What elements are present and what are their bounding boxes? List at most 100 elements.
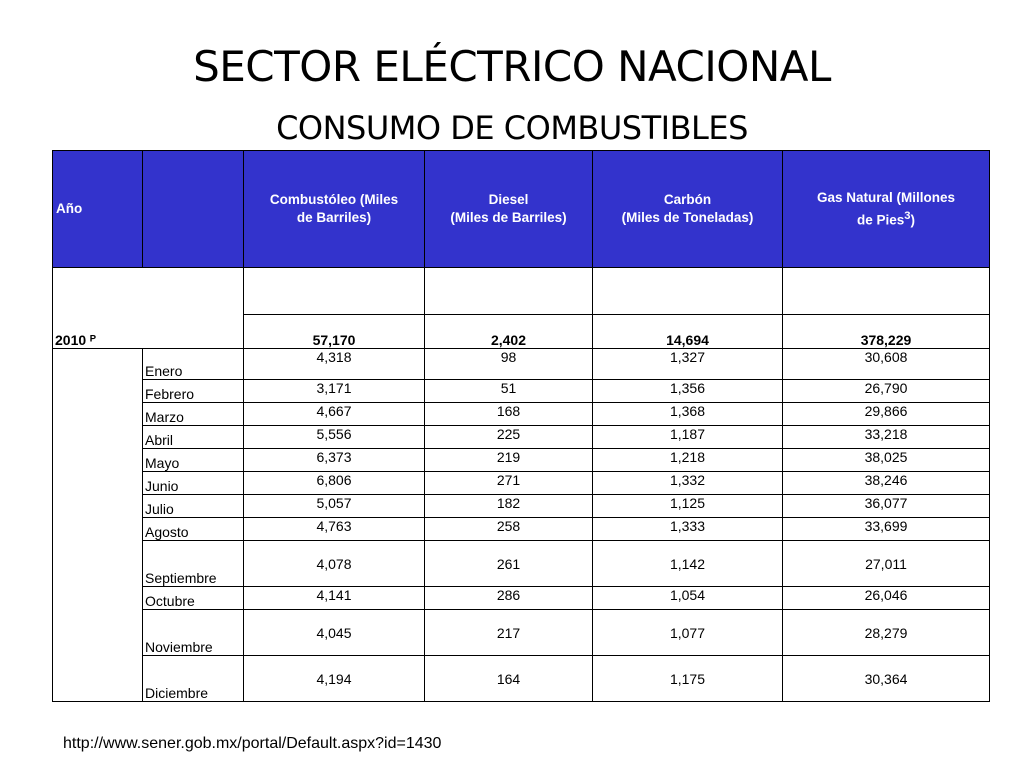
fuel-oil-cell: 4,763 <box>243 517 425 541</box>
total-coal: 14,694 <box>592 314 783 349</box>
natural-gas-cell: 29,866 <box>782 402 990 426</box>
month-cell: Marzo <box>142 402 244 426</box>
year-label: 2010 ᴾ <box>52 267 244 349</box>
fuel-oil-cell: 6,373 <box>243 448 425 472</box>
header-gas-close: ) <box>910 212 916 228</box>
coal-cell: 1,125 <box>592 494 783 518</box>
natural-gas-cell: 26,790 <box>782 379 990 403</box>
header-diesel: Diesel (Miles de Barriles) <box>424 150 593 268</box>
blank-cell <box>592 267 783 315</box>
header-natural-gas: Gas Natural (Millones de Pies3) <box>782 150 990 268</box>
blank-cell <box>782 267 990 315</box>
table-row: Junio 6,806 271 1,332 38,246 <box>53 471 990 495</box>
fuel-oil-cell: 4,194 <box>243 655 425 702</box>
header-coal-line2: (Miles de Toneladas) <box>621 210 754 225</box>
total-fuel-oil: 57,170 <box>243 314 425 349</box>
diesel-cell: 261 <box>424 540 593 587</box>
year-spacer-cell <box>52 348 143 702</box>
table-row: Mayo 6,373 219 1,218 38,025 <box>53 448 990 472</box>
slide-title: SECTOR ELÉCTRICO NACIONAL <box>193 42 831 91</box>
header-fuel-oil: Combustóleo (Miles de Barriles) <box>243 150 425 268</box>
natural-gas-cell: 28,279 <box>782 609 990 656</box>
header-diesel-line2: (Miles de Barriles) <box>450 210 567 225</box>
diesel-cell: 168 <box>424 402 593 426</box>
table-header-row: Año Combustóleo (Miles de Barriles) Diese… <box>52 150 990 268</box>
fuel-oil-cell: 5,556 <box>243 425 425 449</box>
coal-cell: 1,368 <box>592 402 783 426</box>
coal-cell: 1,187 <box>592 425 783 449</box>
table-row: Septiembre 4,078 261 1,142 27,011 <box>53 540 990 587</box>
table-row: Abril 5,556 225 1,187 33,218 <box>53 425 990 449</box>
coal-cell: 1,327 <box>592 348 783 380</box>
coal-cell: 1,332 <box>592 471 783 495</box>
natural-gas-cell: 27,011 <box>782 540 990 587</box>
diesel-cell: 98 <box>424 348 593 380</box>
diesel-cell: 225 <box>424 425 593 449</box>
table-row: Marzo 4,667 168 1,368 29,866 <box>53 402 990 426</box>
total-diesel: 2,402 <box>424 314 593 349</box>
fuel-oil-cell: 4,078 <box>243 540 425 587</box>
coal-cell: 1,333 <box>592 517 783 541</box>
fuel-consumption-table: Año Combustóleo (Miles de Barriles) Diese… <box>52 150 990 702</box>
month-cell: Octubre <box>142 586 244 610</box>
month-cell: Diciembre <box>142 655 244 702</box>
fuel-oil-cell: 4,667 <box>243 402 425 426</box>
diesel-cell: 271 <box>424 471 593 495</box>
fuel-oil-cell: 3,171 <box>243 379 425 403</box>
table-row: Agosto 4,763 258 1,333 33,699 <box>53 517 990 541</box>
header-gas-line1: Gas Natural (Millones <box>816 189 956 205</box>
slide-subtitle: CONSUMO DE COMBUSTIBLES <box>276 109 748 147</box>
month-cell: Junio <box>142 471 244 495</box>
fuel-oil-cell: 5,057 <box>243 494 425 518</box>
coal-cell: 1,175 <box>592 655 783 702</box>
natural-gas-cell: 36,077 <box>782 494 990 518</box>
month-cell: Febrero <box>142 379 244 403</box>
natural-gas-cell: 38,246 <box>782 471 990 495</box>
month-cell: Julio <box>142 494 244 518</box>
total-natural-gas: 378,229 <box>782 314 990 349</box>
header-year: Año <box>52 150 143 268</box>
diesel-cell: 164 <box>424 655 593 702</box>
table-row: Julio 5,057 182 1,125 36,077 <box>53 494 990 518</box>
month-cell: Mayo <box>142 448 244 472</box>
coal-cell: 1,077 <box>592 609 783 656</box>
header-fuel-oil-line2: de Barriles) <box>296 210 372 225</box>
month-cell: Septiembre <box>142 540 244 587</box>
natural-gas-cell: 26,046 <box>782 586 990 610</box>
header-diesel-line1: Diesel <box>488 192 529 207</box>
diesel-cell: 51 <box>424 379 593 403</box>
blank-cell <box>424 267 593 315</box>
coal-cell: 1,054 <box>592 586 783 610</box>
fuel-oil-cell: 6,806 <box>243 471 425 495</box>
natural-gas-cell: 30,364 <box>782 655 990 702</box>
diesel-cell: 217 <box>424 609 593 656</box>
diesel-cell: 258 <box>424 517 593 541</box>
year-total-row: 57,170 2,402 14,694 378,229 <box>53 314 990 349</box>
natural-gas-cell: 33,699 <box>782 517 990 541</box>
table-row: Octubre 4,141 286 1,054 26,046 <box>53 586 990 610</box>
table-row: Febrero 3,171 51 1,356 26,790 <box>53 379 990 403</box>
year-blank-row: 2010 ᴾ <box>52 267 990 349</box>
header-coal: Carbón (Miles de Toneladas) <box>592 150 783 268</box>
header-fuel-oil-line1: Combustóleo (Miles <box>269 192 399 207</box>
natural-gas-cell: 38,025 <box>782 448 990 472</box>
diesel-cell: 182 <box>424 494 593 518</box>
coal-cell: 1,142 <box>592 540 783 587</box>
diesel-cell: 286 <box>424 586 593 610</box>
natural-gas-cell: 33,218 <box>782 425 990 449</box>
table-row: Noviembre 4,045 217 1,077 28,279 <box>53 609 990 656</box>
diesel-cell: 219 <box>424 448 593 472</box>
header-month <box>142 150 244 268</box>
fuel-oil-cell: 4,318 <box>243 348 425 380</box>
header-gas-superscript: 3 <box>904 209 911 222</box>
month-cell: Enero <box>142 348 244 380</box>
source-url: http://www.sener.gob.mx/portal/Default.a… <box>63 735 442 752</box>
table-row: Diciembre 4,194 164 1,175 30,364 <box>53 655 990 702</box>
natural-gas-cell: 30,608 <box>782 348 990 380</box>
month-cell: Noviembre <box>142 609 244 656</box>
coal-cell: 1,218 <box>592 448 783 472</box>
blank-cell <box>243 267 425 315</box>
header-coal-line1: Carbón <box>663 192 712 207</box>
header-gas-line2: de Pies <box>856 212 905 228</box>
month-cell: Agosto <box>142 517 244 541</box>
